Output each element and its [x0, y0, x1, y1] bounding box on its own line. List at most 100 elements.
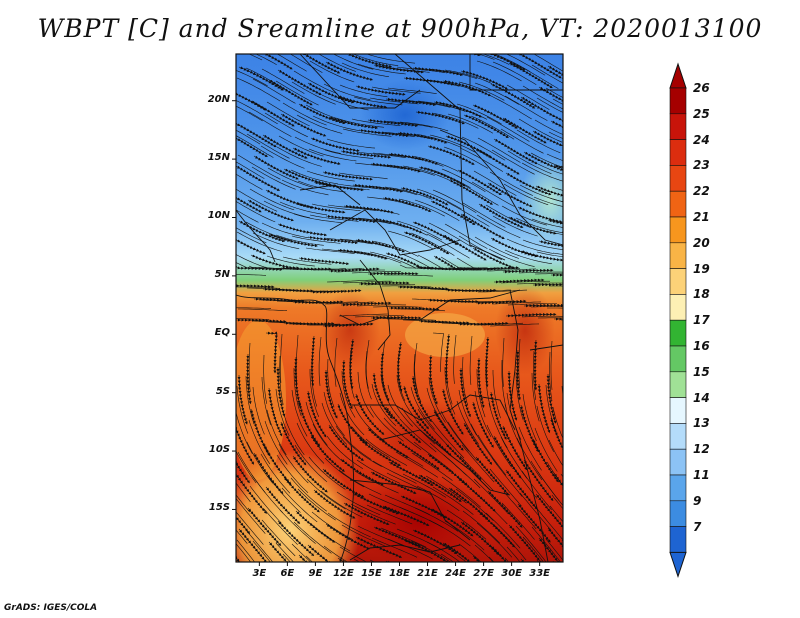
streamline	[311, 289, 362, 294]
streamline	[396, 308, 446, 312]
streamline	[236, 420, 254, 465]
colorbar-label: 7	[693, 519, 702, 534]
streamline	[505, 312, 557, 318]
streamline	[538, 86, 563, 111]
streamline	[531, 372, 540, 422]
streamline	[385, 97, 437, 107]
streamline	[485, 358, 491, 408]
streamline	[260, 145, 305, 169]
streamline	[567, 342, 568, 391]
streamline	[296, 114, 343, 134]
streamline	[569, 254, 618, 260]
streamline	[262, 442, 292, 485]
lon-tick-label: 24E	[445, 568, 466, 579]
streamline	[474, 322, 524, 326]
streamline	[507, 370, 518, 421]
streamline	[337, 248, 388, 260]
streamline	[546, 373, 557, 424]
streamline	[217, 341, 218, 390]
streamline	[236, 473, 267, 514]
country-borders	[236, 54, 563, 562]
streamline	[326, 279, 377, 283]
colorbar-swatch	[669, 165, 687, 192]
colorbar-swatch	[669, 397, 687, 424]
lon-tick-label: 30E	[501, 568, 522, 579]
lat-tick-label: 10N	[207, 210, 230, 222]
streamline	[310, 434, 345, 472]
streamline	[530, 306, 563, 308]
streamline	[560, 473, 563, 478]
streamline	[283, 476, 320, 513]
streamline	[371, 86, 421, 94]
colorbar-swatch	[669, 216, 687, 244]
streamline	[219, 561, 246, 602]
grads-credit: GrADS: IGES/COLA	[4, 603, 98, 613]
streamline	[265, 331, 278, 374]
lat-tick-label: 15N	[207, 152, 230, 164]
colorbar-swatch	[669, 500, 687, 527]
lat-tick-label: 20N	[207, 93, 230, 105]
streamline	[236, 539, 255, 562]
lat-tick-label: 5N	[214, 268, 230, 280]
colorbar-swatch	[669, 190, 687, 218]
streamline	[432, 332, 444, 372]
streamline	[352, 183, 404, 193]
streamline	[522, 536, 544, 562]
streamline	[515, 217, 563, 233]
streamline	[521, 162, 563, 182]
streamline	[523, 303, 563, 308]
streamline	[551, 273, 563, 279]
streamlines-layer	[217, 54, 618, 602]
colorbar-label: 20	[693, 235, 710, 250]
streamline	[383, 120, 433, 128]
streamline	[411, 375, 432, 423]
streamline	[236, 230, 266, 255]
streamline	[566, 507, 599, 544]
colorbar-label: 18	[693, 287, 710, 302]
streamline	[322, 170, 373, 181]
streamline	[456, 554, 467, 562]
streamline	[370, 162, 421, 173]
map-title: WBPT [C] and Sreamline at 900hPa, VT: 20…	[37, 14, 763, 43]
streamline	[547, 65, 563, 90]
streamline	[338, 172, 388, 180]
streamline	[565, 287, 614, 289]
streamline	[335, 269, 385, 273]
streamline	[567, 419, 588, 463]
streamline	[552, 560, 555, 562]
streamline	[365, 350, 372, 400]
streamline	[307, 235, 359, 245]
streamline	[552, 98, 563, 105]
streamline	[267, 387, 283, 437]
streamline	[397, 131, 448, 144]
streamline	[324, 369, 338, 419]
colorbar-label: 13	[693, 416, 710, 431]
streamline	[358, 281, 410, 286]
streamline	[550, 120, 563, 140]
streamline	[478, 511, 515, 548]
colorbar-swatch	[669, 474, 687, 502]
streamline	[263, 200, 310, 219]
streamline	[277, 223, 328, 237]
streamline	[268, 233, 318, 248]
streamline	[545, 538, 563, 561]
streamline	[564, 529, 596, 566]
streamline	[469, 335, 473, 385]
streamline	[538, 240, 563, 250]
streamline	[549, 285, 563, 287]
streamline	[355, 85, 406, 96]
streamline	[551, 494, 563, 510]
colorbar-label: 17	[693, 313, 710, 328]
lon-tick-label: 9E	[308, 568, 323, 579]
streamline	[516, 282, 563, 285]
streamline	[343, 502, 390, 526]
streamline	[533, 350, 537, 400]
streamline	[453, 334, 457, 384]
streamline	[561, 231, 563, 233]
streamline	[490, 545, 524, 562]
streamline	[564, 375, 572, 423]
streamline	[561, 539, 563, 542]
streamline	[292, 455, 328, 493]
streamline	[475, 456, 509, 496]
streamline	[536, 97, 563, 113]
